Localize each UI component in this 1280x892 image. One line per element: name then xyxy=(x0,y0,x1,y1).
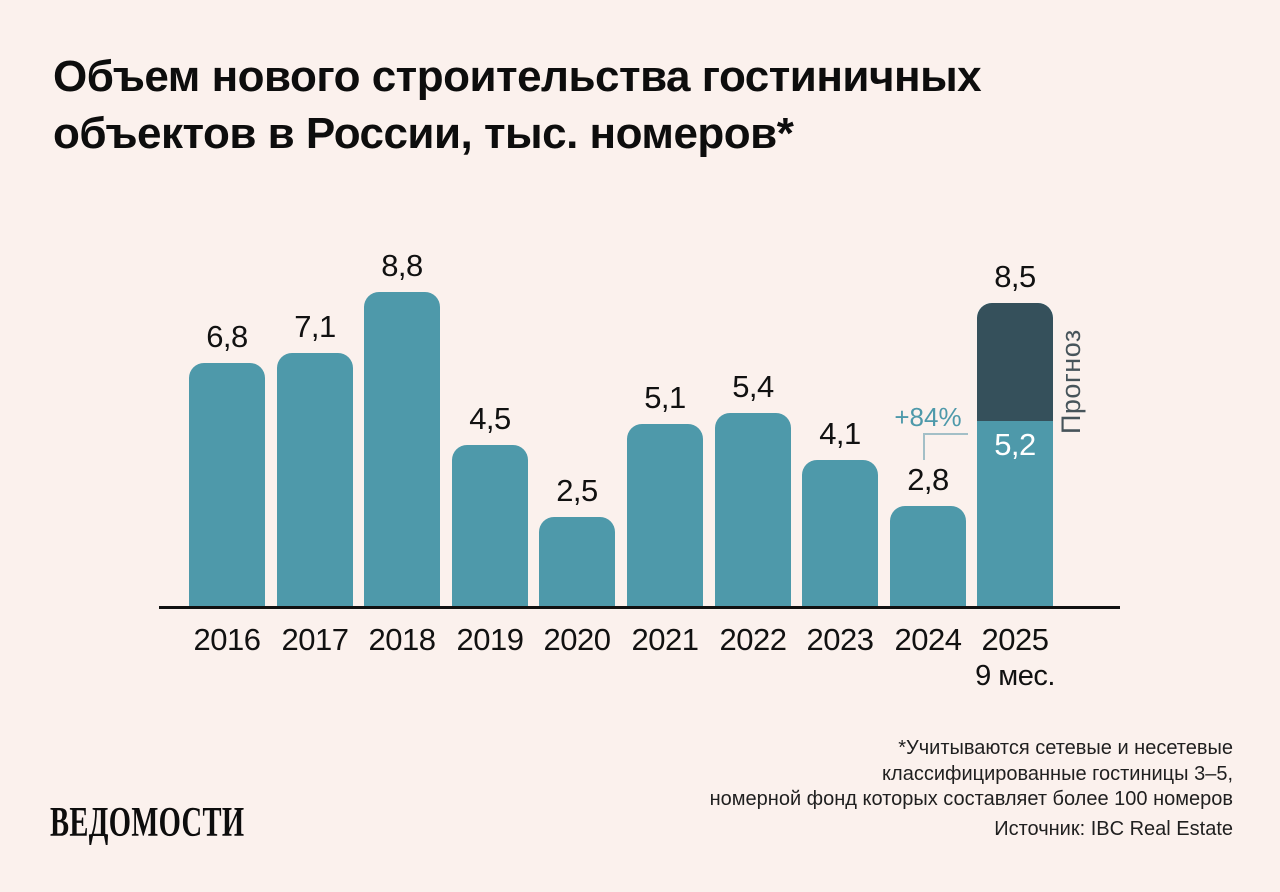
x-tick-2017: 2017 xyxy=(281,622,349,657)
bar-value-label-2025: 8,5 xyxy=(994,259,1036,294)
vedomosti-logo: ВЕДОМОСТИ xyxy=(50,800,245,846)
bar-2022 xyxy=(715,413,791,606)
chart-title-line2: объектов в России, тыс. номеров* xyxy=(53,109,794,158)
bar-2025-forecast-segment xyxy=(977,303,1053,421)
bar-value-label-2021: 5,1 xyxy=(644,380,686,415)
bar-2024 xyxy=(890,506,966,606)
bar-2016 xyxy=(189,363,265,606)
footnote-line-2: классифицированные гостиницы 3–5, xyxy=(882,762,1233,785)
x-tick-2018: 2018 xyxy=(368,622,436,657)
x-tick-2023: 2023 xyxy=(806,622,874,657)
bar-2019 xyxy=(452,445,528,606)
x-tick-2025: 2025 xyxy=(981,622,1049,657)
annotation-bracket-horizontal xyxy=(923,433,968,435)
x-tick-2016: 2016 xyxy=(193,622,261,657)
footnote-line-1: *Учитываются сетевые и несетевые xyxy=(898,737,1233,759)
bar-value-label-2019: 4,5 xyxy=(469,401,511,436)
bar-value-label-2022: 5,4 xyxy=(732,369,774,404)
source-label: Источник: IBC Real Estate xyxy=(994,818,1233,840)
x-tick-2024: 2024 xyxy=(894,622,962,657)
bar-value-label-2023: 4,1 xyxy=(819,416,861,451)
annotation-bracket-vertical xyxy=(923,433,925,460)
chart-title: Объем нового строительства гостиничных об… xyxy=(53,48,982,162)
x-tick-2020: 2020 xyxy=(543,622,611,657)
bar-2020 xyxy=(539,517,615,606)
x-tick-2022: 2022 xyxy=(719,622,787,657)
bar-2025: 5,2 xyxy=(977,303,1053,606)
x-tick-sub-2025: 9 мес. xyxy=(975,660,1055,692)
footnote-line-3: номерной фонд которых составляет более 1… xyxy=(709,788,1233,810)
bar-value-label-2020: 2,5 xyxy=(556,473,598,508)
bar-2023 xyxy=(802,460,878,606)
bar-value-label-2024: 2,8 xyxy=(907,462,949,497)
bar-value-label-2018: 8,8 xyxy=(381,248,423,283)
footnote: *Учитываются сетевые и несетевые классиф… xyxy=(710,736,1233,813)
growth-annotation: +84% xyxy=(894,402,962,432)
bar-value-label-2016: 6,8 xyxy=(206,319,248,354)
chart-title-line1: Объем нового строительства гостиничных xyxy=(53,52,982,101)
bar-2021 xyxy=(627,424,703,606)
bar-value-label-2017: 7,1 xyxy=(294,309,336,344)
forecast-caption: Прогноз xyxy=(1056,329,1086,434)
x-tick-2021: 2021 xyxy=(631,622,699,657)
bar-2025-actual-label: 5,2 xyxy=(994,427,1036,462)
x-axis-line xyxy=(159,606,1120,609)
bar-2018 xyxy=(364,292,440,606)
bar-2017 xyxy=(277,353,353,606)
x-tick-2019: 2019 xyxy=(456,622,524,657)
